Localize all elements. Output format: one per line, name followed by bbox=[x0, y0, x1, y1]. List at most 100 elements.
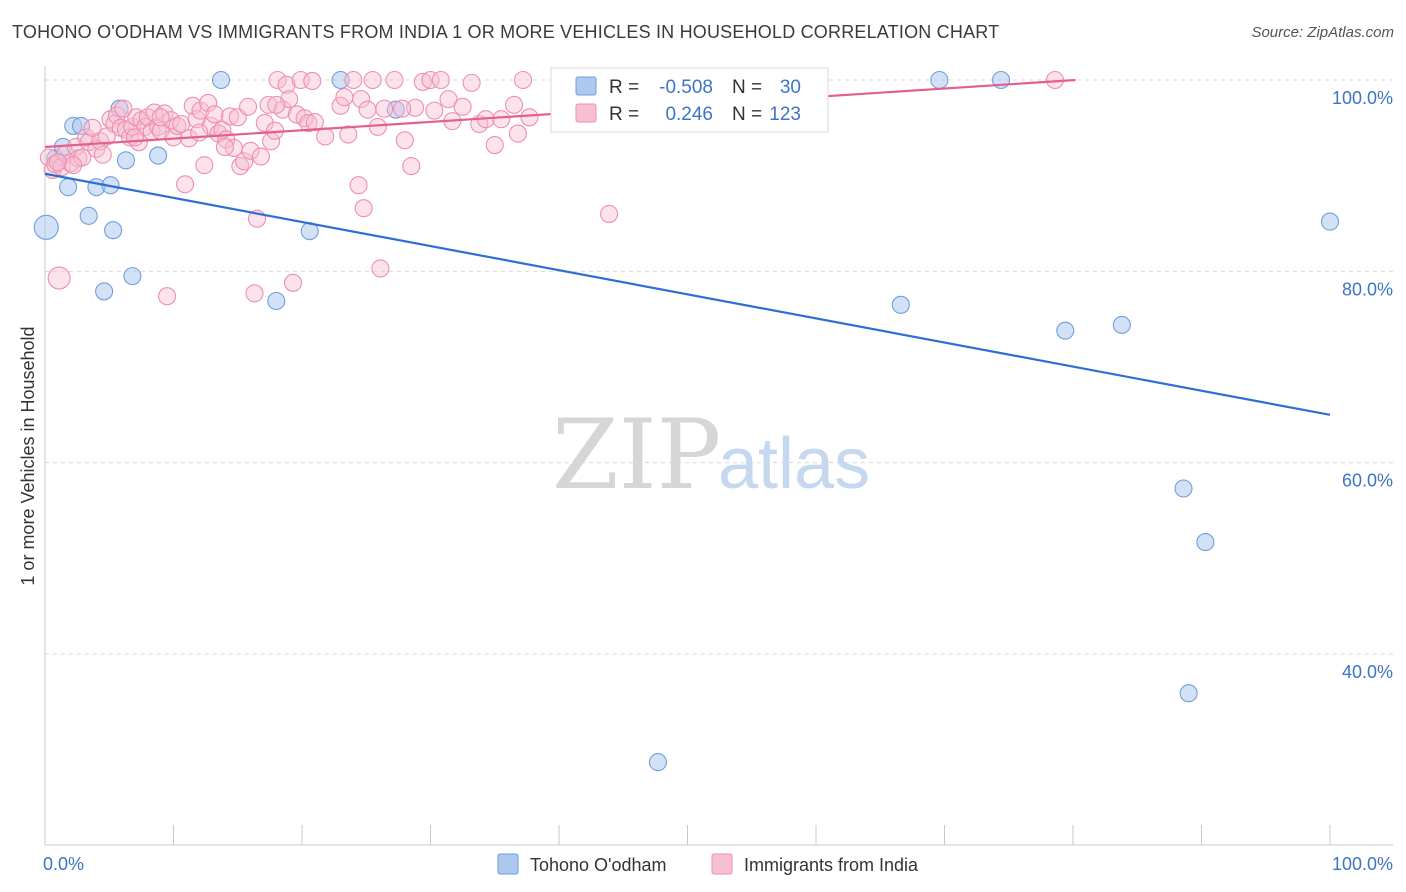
tohono-point-8 bbox=[95, 282, 114, 301]
india-point-118 bbox=[267, 95, 286, 114]
india-point-12 bbox=[83, 118, 102, 137]
india-point-35 bbox=[158, 287, 177, 306]
tohono-point-13 bbox=[123, 267, 142, 286]
stats-r-label-0: R = bbox=[609, 77, 639, 98]
india-point-95 bbox=[425, 101, 444, 120]
india-point-107 bbox=[513, 70, 533, 90]
india-point-86 bbox=[368, 117, 387, 136]
x-tick-labels: 0.0% 100.0% bbox=[43, 854, 1393, 874]
india-point-50 bbox=[213, 120, 232, 139]
india-point-58 bbox=[241, 141, 260, 160]
bottom-legend: Tohono O'odham Immigrants from India bbox=[497, 853, 919, 875]
stats-n-label-0: N = bbox=[732, 77, 762, 98]
india-point-119 bbox=[316, 127, 335, 146]
india-point-47 bbox=[201, 116, 220, 135]
india-point-68 bbox=[277, 75, 296, 94]
y-axis-label: 1 or more Vehicles in Household bbox=[18, 326, 38, 585]
india-point-15 bbox=[93, 145, 112, 164]
india-point-94 bbox=[421, 70, 440, 90]
india-point-116 bbox=[190, 123, 209, 142]
tohono-point-12 bbox=[116, 151, 136, 170]
tohono-point-26 bbox=[1174, 479, 1193, 498]
india-point-10 bbox=[77, 128, 96, 147]
y-tick-label-1: 80.0% bbox=[1342, 279, 1393, 299]
watermark-atlas: atlas bbox=[718, 424, 870, 504]
india-point-96 bbox=[431, 70, 450, 90]
india-point-83 bbox=[354, 199, 373, 218]
stats-n-value-0: 30 bbox=[780, 77, 801, 98]
tohono-trend-line bbox=[44, 172, 1331, 416]
tohono-point-22 bbox=[930, 70, 949, 90]
x-tick-label-1: 100.0% bbox=[1332, 854, 1393, 874]
india-point-44 bbox=[191, 101, 210, 120]
india-point-89 bbox=[385, 70, 404, 90]
tohono-point-25 bbox=[1112, 315, 1131, 334]
india-point-120 bbox=[393, 99, 412, 118]
watermark: ZIP atlas bbox=[552, 399, 870, 511]
india-point-45 bbox=[195, 156, 214, 175]
tohono-point-14 bbox=[149, 146, 168, 165]
tohono-point-15 bbox=[211, 70, 231, 90]
stats-r-value-0: -0.508 bbox=[659, 77, 713, 98]
india-point-21 bbox=[114, 99, 133, 118]
tohono-point-21 bbox=[891, 295, 910, 314]
india-point-90 bbox=[395, 131, 414, 150]
india-point-114 bbox=[125, 128, 144, 147]
india-point-85 bbox=[363, 70, 382, 90]
india-point-113 bbox=[64, 156, 83, 175]
india-point-103 bbox=[485, 136, 504, 155]
india-point-61 bbox=[251, 147, 270, 166]
india-point-84 bbox=[358, 100, 377, 119]
india-point-88 bbox=[375, 99, 394, 118]
india-point-105 bbox=[504, 95, 524, 114]
india-point-82 bbox=[352, 90, 371, 109]
legend-label-india: Immigrants from India bbox=[744, 855, 919, 875]
tohono-point-18 bbox=[331, 70, 350, 90]
india-point-115 bbox=[151, 108, 170, 127]
india-point-99 bbox=[453, 97, 472, 116]
tohono-point-27 bbox=[1179, 684, 1198, 703]
india-point-93 bbox=[413, 72, 432, 91]
india-point-40 bbox=[176, 175, 195, 194]
stats-swatch-pink bbox=[575, 103, 597, 123]
india-point-92 bbox=[406, 98, 425, 117]
legend-swatch-india bbox=[711, 853, 733, 875]
legend-swatch-tohono bbox=[497, 853, 519, 875]
stats-r-value-1: 0.246 bbox=[665, 104, 713, 125]
stats-legend-frame bbox=[550, 67, 829, 133]
tohono-point-5 bbox=[71, 116, 91, 135]
india-point-46 bbox=[199, 93, 218, 113]
india-point-3 bbox=[47, 266, 71, 290]
x-tick-label-0: 0.0% bbox=[43, 854, 84, 874]
india-point-81 bbox=[349, 176, 368, 195]
india-point-97 bbox=[439, 90, 458, 109]
india-point-70 bbox=[283, 273, 303, 292]
y-tick-labels: 100.0% 80.0% 60.0% 40.0% bbox=[1332, 88, 1393, 682]
india-point-79 bbox=[339, 125, 358, 144]
legend-label-tohono: Tohono O'odham bbox=[530, 855, 667, 875]
series-tohono-points bbox=[33, 70, 1340, 772]
india-point-106 bbox=[508, 124, 527, 143]
stats-r-label-1: R = bbox=[609, 104, 639, 125]
tohono-point-3 bbox=[59, 178, 78, 197]
india-point-56 bbox=[235, 152, 254, 171]
tohono-point-6 bbox=[79, 206, 98, 225]
axes bbox=[44, 66, 1393, 846]
india-point-62 bbox=[255, 114, 274, 133]
india-point-91 bbox=[402, 157, 421, 176]
y-tick-label-0: 100.0% bbox=[1332, 88, 1393, 108]
india-point-52 bbox=[220, 107, 240, 126]
india-point-87 bbox=[371, 259, 390, 278]
india-point-75 bbox=[303, 71, 322, 91]
india-point-76 bbox=[305, 113, 324, 132]
india-point-66 bbox=[268, 70, 287, 90]
stats-n-value-1: 123 bbox=[769, 104, 801, 125]
chart-title: TOHONO O'ODHAM VS IMMIGRANTS FROM INDIA … bbox=[12, 22, 1000, 42]
india-point-57 bbox=[238, 97, 258, 116]
watermark-zip: ZIP bbox=[552, 399, 721, 511]
tohono-point-10 bbox=[104, 221, 123, 240]
india-point-80 bbox=[344, 70, 363, 90]
india-point-59 bbox=[245, 284, 264, 303]
india-point-108 bbox=[520, 108, 539, 127]
